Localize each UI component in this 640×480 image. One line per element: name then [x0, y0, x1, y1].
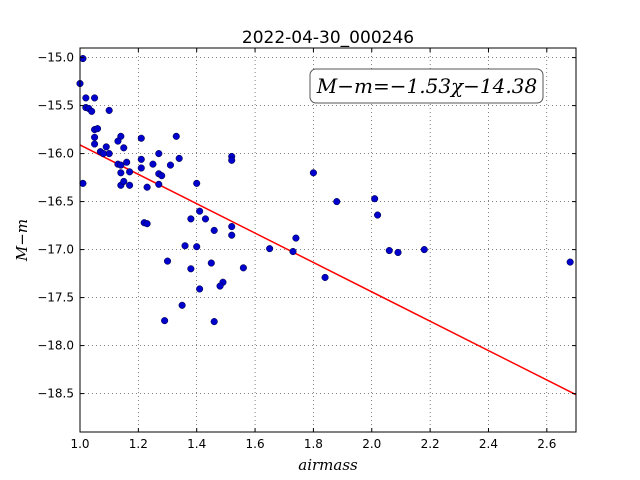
data-point — [420, 246, 428, 254]
data-point — [143, 183, 151, 191]
data-point — [123, 158, 131, 166]
data-point — [239, 264, 247, 272]
data-point — [120, 144, 128, 152]
data-point — [82, 94, 90, 102]
data-point — [117, 161, 125, 169]
x-tick-label: 1.8 — [304, 437, 323, 451]
data-point — [117, 169, 125, 177]
x-axis-label: airmass — [298, 456, 358, 474]
fit-line-group — [79, 144, 577, 396]
data-point — [155, 180, 163, 188]
data-point — [178, 301, 186, 309]
data-point — [149, 160, 157, 168]
data-point — [158, 172, 166, 180]
data-point — [566, 258, 574, 266]
y-tick-label: −16.5 — [37, 195, 74, 209]
data-point — [210, 226, 218, 234]
data-point — [161, 317, 169, 325]
ticks: 1.0 1.2 1.4 1.6 1.8 2.0 2.2 2.4 2.6 −15.0 −15.5 −16… — [37, 48, 576, 451]
data-point — [187, 265, 195, 273]
data-point — [266, 245, 274, 253]
x-tick-label: 2.2 — [421, 437, 440, 451]
data-point — [155, 150, 163, 158]
x-tick-label: 1.4 — [187, 437, 206, 451]
x-tick-label: 2.6 — [537, 437, 556, 451]
data-point — [91, 140, 99, 148]
fit-line — [79, 144, 577, 396]
data-point — [309, 169, 317, 177]
data-point — [126, 181, 134, 189]
x-tick-label: 1.6 — [246, 437, 265, 451]
y-tick-label: −17.5 — [37, 291, 74, 305]
data-points — [76, 55, 574, 326]
chart-title: 2022-04-30_000246 — [242, 28, 414, 48]
data-point — [207, 259, 215, 267]
data-point — [385, 247, 393, 255]
data-point — [99, 150, 107, 158]
equation-annotation: M−m=−1.53χ−14.38 — [309, 68, 544, 104]
data-point — [120, 177, 128, 185]
y-axis-label: M−m — [13, 219, 31, 262]
data-point — [228, 156, 236, 164]
data-point — [210, 318, 218, 326]
data-point — [143, 220, 151, 228]
y-tick-label: −15.0 — [37, 51, 74, 65]
data-point — [93, 125, 102, 133]
x-tick-label: 1.2 — [129, 437, 148, 451]
data-point — [289, 247, 297, 256]
data-point — [79, 55, 87, 63]
x-tick-label: 2.0 — [362, 437, 381, 451]
data-point — [91, 133, 99, 141]
data-point — [228, 223, 236, 231]
annotation-box — [309, 68, 544, 104]
data-point — [201, 215, 210, 223]
y-tick-label: −17.0 — [37, 243, 74, 257]
data-point — [292, 234, 300, 242]
data-point — [163, 257, 172, 265]
annotation-text: M−m=−1.53χ−14.38 — [316, 74, 537, 98]
data-point — [321, 273, 329, 281]
data-point — [137, 155, 145, 163]
data-point — [371, 195, 379, 203]
y-tick-label: −18.5 — [37, 387, 74, 401]
data-point — [166, 161, 174, 169]
data-point — [137, 134, 145, 142]
data-point — [187, 215, 195, 223]
grid — [79, 48, 576, 432]
data-point — [193, 243, 201, 251]
data-point — [88, 107, 96, 115]
data-point — [216, 282, 224, 290]
data-point — [228, 231, 236, 239]
data-point — [394, 248, 402, 257]
y-tick-label: −18.0 — [37, 339, 74, 353]
data-point — [172, 132, 180, 140]
data-point — [91, 94, 99, 102]
data-point — [79, 179, 87, 187]
x-tick-label: 1.0 — [70, 437, 89, 451]
x-tick-label: 2.4 — [479, 437, 498, 451]
data-point — [137, 164, 145, 172]
data-point — [374, 211, 382, 219]
plot-frame — [79, 47, 577, 433]
data-point — [181, 242, 189, 250]
y-tick-label: −15.5 — [37, 99, 74, 113]
data-point — [193, 179, 201, 187]
data-point — [175, 154, 183, 162]
data-point — [105, 106, 113, 114]
data-point — [102, 143, 110, 151]
data-point — [333, 198, 341, 206]
data-point — [126, 168, 134, 176]
y-tick-label: −16.0 — [37, 147, 74, 161]
data-point — [196, 207, 204, 215]
data-point — [196, 285, 204, 293]
data-point — [114, 137, 122, 145]
